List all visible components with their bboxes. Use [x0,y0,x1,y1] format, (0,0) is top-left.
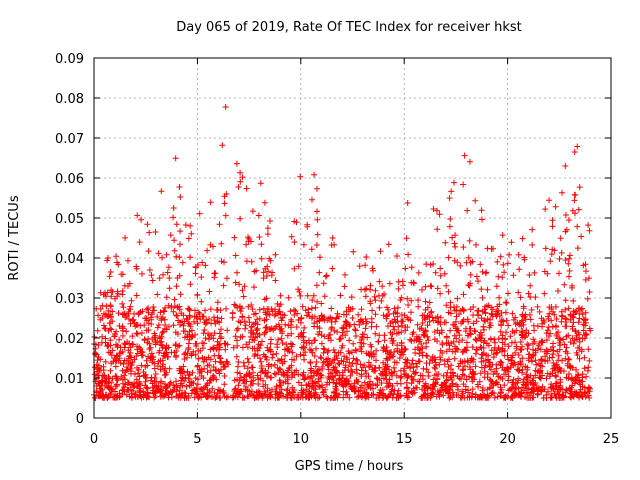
y-tick-label: 0 [76,412,84,427]
y-tick-label: 0.08 [55,92,84,107]
y-tick-label: 0.03 [55,292,84,307]
y-tick-label: 0.02 [55,332,84,347]
x-tick-label: 15 [396,432,413,447]
data-points [91,104,594,401]
x-tick-label: 20 [499,432,516,447]
y-tick-label: 0.05 [55,212,84,227]
axis-ticks [93,57,612,419]
y-axis-label: ROTI / TECUs [7,195,22,280]
y-tick-label: 0.09 [55,52,84,67]
y-tick-label: 0.04 [55,252,84,267]
roti-point-markers [91,104,594,401]
x-tick-label: 0 [90,432,98,447]
x-tick-label: 25 [603,432,620,447]
y-tick-label: 0.01 [55,372,84,387]
y-tick-label: 0.07 [55,132,84,147]
x-tick-labels: 0 5 10 15 20 25 [90,432,619,447]
x-tick-label: 10 [293,432,310,447]
x-tick-label: 5 [193,432,201,447]
chart-title: Day 065 of 2019, Rate Of TEC Index for r… [176,20,522,35]
y-tick-labels: 0 0.01 0.02 0.03 0.04 0.05 0.06 0.07 0.08 0.09 [55,52,84,427]
y-tick-label: 0.06 [55,172,84,187]
x-axis-label: GPS time / hours [295,459,404,474]
plot-frame [93,57,612,419]
